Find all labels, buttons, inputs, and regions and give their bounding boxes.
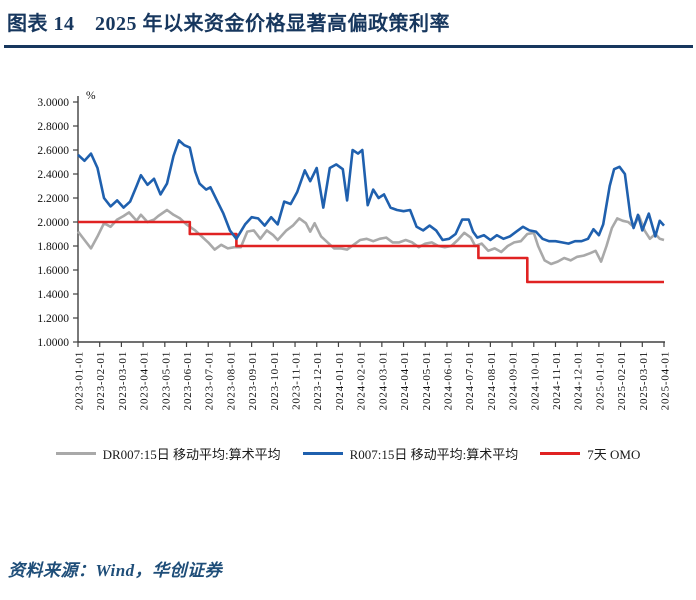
x-tick-label: 2024-07-01 (464, 351, 476, 410)
x-tick-label: 2023-10-01 (269, 351, 281, 410)
legend-label: DR007:15日 移动平均:算术平均 (102, 447, 281, 462)
x-tick-label: 2025-03-01 (638, 351, 650, 410)
y-tick-label: 1.6000 (37, 265, 69, 277)
x-tick-label: 2023-01-01 (74, 351, 86, 410)
x-tick-label: 2024-06-01 (442, 351, 454, 410)
y-tick-label: 1.2000 (37, 313, 69, 325)
x-tick-label: 2024-12-01 (573, 351, 585, 410)
x-tick-label: 2024-10-01 (529, 351, 541, 410)
legend-label: R007:15日 移动平均:算术平均 (349, 447, 519, 462)
series-line-2 (78, 220, 664, 284)
legend-item: DR007:15日 移动平均:算术平均 (55, 444, 281, 463)
y-tick-label: 2.2000 (37, 193, 69, 205)
y-tick-label: 1.8000 (37, 241, 69, 253)
legend-label: 7天 OMO (587, 447, 641, 462)
legend-item: R007:15日 移动平均:算术平均 (302, 444, 519, 463)
x-tick-label: 2023-12-01 (312, 351, 324, 410)
x-tick-label: 2023-08-01 (225, 351, 237, 410)
legend-line-swatch (55, 452, 96, 455)
x-tick-label: 2024-09-01 (508, 351, 520, 410)
x-tick-label: 2024-05-01 (421, 351, 433, 410)
x-tick-label: 2024-11-01 (551, 351, 563, 410)
x-tick-label: 2023-04-01 (139, 351, 151, 410)
y-tick-label: 2.8000 (37, 121, 69, 133)
y-tick-label: 1.4000 (37, 289, 69, 301)
x-tick-label: 2023-09-01 (247, 351, 259, 410)
legend-line-swatch (540, 452, 581, 455)
legend-item: 7天 OMO (540, 444, 640, 463)
x-tick-label: 2023-06-01 (182, 351, 194, 410)
x-tick-label: 2023-11-01 (291, 351, 303, 410)
x-tick-label: 2023-07-01 (204, 351, 216, 410)
series-line-1 (77, 139, 665, 245)
x-tick-label: 2024-01-01 (334, 351, 346, 410)
rates-line-chart: 3.0000 2.8000 2.6000 2.4000 2.2000 2.0000 1.80… (37, 90, 672, 410)
chart-legend: DR007:15日 移动平均:算术平均 R007:15日 移动平均:算术平均 7天 … (0, 444, 696, 463)
unit-label: % (86, 90, 96, 102)
x-tick-label: 2024-08-01 (486, 351, 498, 410)
source-note: 资料来源：Wind，华创证券 (8, 561, 223, 580)
legend-line-swatch (302, 452, 343, 455)
x-tick-label: 2025-02-01 (616, 351, 628, 410)
series-line-0 (76, 208, 665, 266)
y-tick-label: 2.6000 (37, 145, 69, 157)
x-tick-label: 2024-04-01 (399, 351, 411, 410)
y-tick-label: 1.0000 (37, 337, 69, 349)
figure-title: 图表 14 2025 年以来资金价格显著高偏政策利率 (7, 13, 450, 35)
title-divider (4, 45, 693, 48)
y-tick-label: 3.0000 (37, 97, 69, 109)
x-tick-label: 2025-04-01 (660, 351, 672, 410)
x-tick-label: 2023-05-01 (160, 351, 172, 410)
x-tick-label: 2025-01-01 (594, 351, 606, 410)
x-tick-label: 2024-02-01 (356, 351, 368, 410)
y-tick-label: 2.4000 (37, 169, 69, 181)
x-tick-label: 2023-02-01 (95, 351, 107, 410)
x-tick-label: 2024-03-01 (377, 351, 389, 410)
y-tick-label: 2.0000 (37, 217, 69, 229)
x-tick-label: 2023-03-01 (117, 351, 129, 410)
